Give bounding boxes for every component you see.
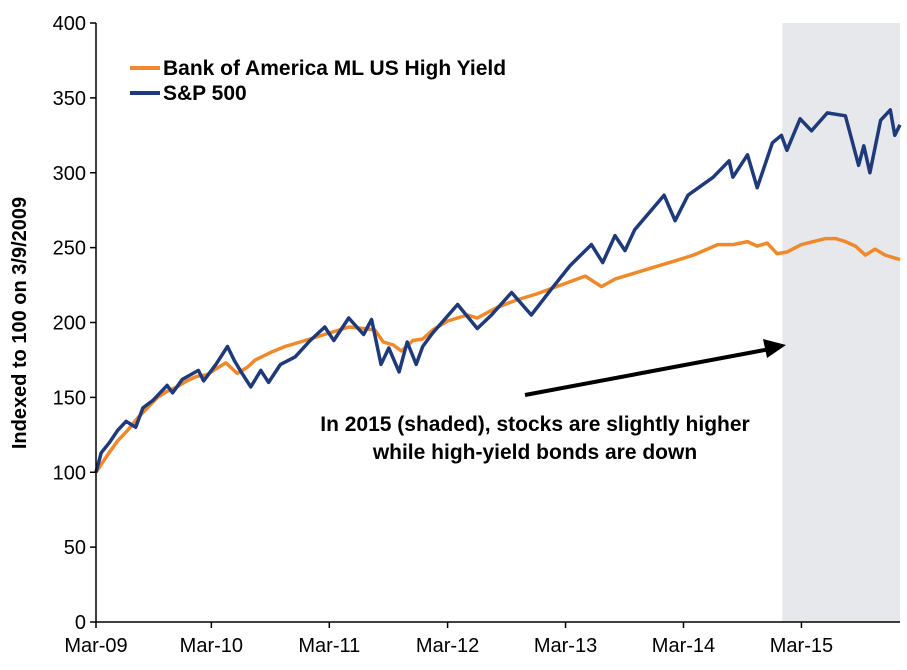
series-layer bbox=[94, 108, 902, 474]
x-tick-label: Mar-10 bbox=[180, 635, 243, 657]
y-tick-label: 50 bbox=[64, 537, 86, 559]
x-tick-label: Mar-13 bbox=[534, 635, 597, 657]
y-tick-label: 250 bbox=[53, 238, 86, 260]
y-tick-label: 0 bbox=[75, 612, 86, 634]
legend: Bank of America ML US High Yield S&P 500 bbox=[130, 57, 506, 105]
y-axis-label: Indexed to 100 on 3/9/2009 bbox=[9, 197, 31, 449]
x-tick-label: Mar-12 bbox=[416, 635, 479, 657]
y-tick-label: 200 bbox=[53, 313, 86, 335]
shaded-region-2015 bbox=[782, 23, 900, 622]
y-tick-label: 300 bbox=[53, 163, 86, 185]
annotation-line-1: In 2015 (shaded), stocks are slightly hi… bbox=[320, 413, 749, 436]
x-axis-ticks: Mar-09 Mar-10 Mar-11 Mar-12 Mar-13 Mar-14 Mar-… bbox=[64, 622, 833, 657]
annotation-arrow bbox=[524, 347, 771, 397]
y-tick-label: 350 bbox=[53, 88, 86, 110]
x-tick-label: Mar-09 bbox=[64, 635, 127, 657]
plot-background bbox=[782, 23, 900, 622]
annotation: In 2015 (shaded), stocks are slightly hi… bbox=[320, 339, 786, 464]
x-tick-label: Mar-11 bbox=[298, 635, 360, 657]
y-tick-label: 400 bbox=[53, 13, 86, 35]
y-axis-ticks: 0 50 100 150 200 250 300 350 400 bbox=[53, 13, 96, 634]
annotation-arrowhead bbox=[763, 339, 786, 358]
axes bbox=[95, 23, 900, 623]
x-tick-label: Mar-14 bbox=[652, 635, 715, 657]
legend-label-sp500: S&P 500 bbox=[163, 82, 247, 105]
series-line-sp500 bbox=[94, 108, 902, 473]
legend-label-high-yield: Bank of America ML US High Yield bbox=[163, 57, 506, 80]
y-tick-label: 150 bbox=[53, 387, 86, 409]
x-tick-label: Mar-15 bbox=[770, 635, 833, 657]
y-tick-label: 100 bbox=[53, 462, 86, 484]
annotation-line-2: while high-yield bonds are down bbox=[372, 441, 697, 464]
series-line-high-yield bbox=[94, 236, 901, 474]
